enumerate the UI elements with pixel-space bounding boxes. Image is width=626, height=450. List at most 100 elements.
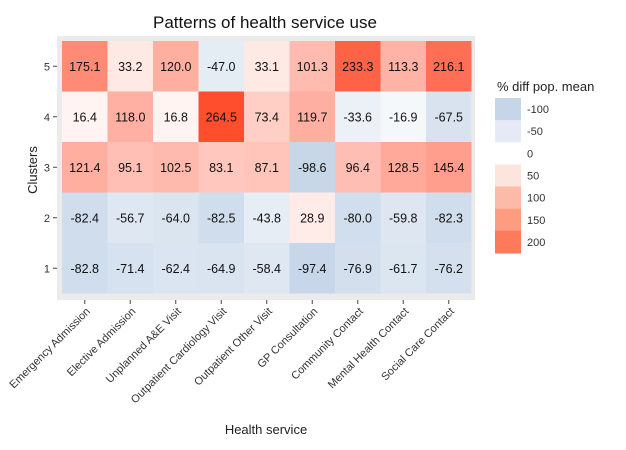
heatmap-cell	[380, 142, 426, 193]
heatmap-cell	[380, 41, 426, 92]
cell-value-label: 264.5	[206, 110, 237, 124]
cell-value-label: 128.5	[388, 161, 419, 175]
cell-value-label: 87.1	[255, 161, 279, 175]
legend-color-swatch	[495, 164, 521, 188]
legend-color-swatch	[495, 186, 521, 210]
heatmap-cell	[198, 91, 244, 142]
cell-value-label: -64.0	[162, 211, 191, 225]
heatmap-cell	[335, 91, 381, 142]
legend: -100 -50 0 50 100 150 200	[495, 98, 549, 254]
cell-value-label: 233.3	[342, 60, 373, 74]
cell-value-label: 16.4	[73, 110, 97, 124]
heatmap-cell	[107, 41, 153, 92]
heatmap-cell	[426, 142, 472, 193]
cell-value-label: -16.9	[389, 110, 418, 124]
x-tick-label: Mental Health Contact	[326, 306, 411, 391]
legend-label: -50	[527, 126, 543, 138]
cell-value-label: -82.8	[71, 262, 100, 276]
heatmap-cell	[335, 41, 381, 92]
heatmap-cell	[107, 243, 153, 294]
legend-color-swatch	[495, 230, 521, 254]
heatmap-cell	[153, 142, 199, 193]
heatmap-cell	[153, 91, 199, 142]
cell-value-label: 118.0	[115, 110, 145, 124]
heatmap-cell	[335, 142, 381, 193]
cell-value-label: 119.7	[297, 110, 327, 124]
heatmap-cell	[198, 243, 244, 294]
heatmap-cell	[289, 41, 335, 92]
heatmap-cell	[107, 142, 153, 193]
cell-value-label: 113.3	[388, 60, 418, 74]
heatmap-cells: -82.8 -71.4 -62.4 -64.9 -58.4 -97.4 -76.9 -61.7…	[62, 41, 472, 294]
legend-label: 50	[527, 171, 539, 183]
cell-value-label: -80.0	[344, 211, 373, 225]
y-tick-label: 1	[44, 263, 50, 275]
heatmap-cell	[335, 243, 381, 294]
cell-value-label: -47.0	[207, 60, 236, 74]
heatmap-cell	[289, 243, 335, 294]
heatmap-cell	[426, 91, 472, 142]
y-tick-label: 3	[44, 162, 50, 174]
cell-value-label: 145.4	[433, 161, 464, 175]
legend-label: 200	[527, 237, 545, 249]
heatmap-cell	[198, 192, 244, 243]
cell-value-label: 16.8	[164, 110, 188, 124]
y-axis-title: Clusters	[25, 146, 40, 194]
cell-value-label: 83.1	[209, 161, 233, 175]
heatmap-cell	[62, 41, 108, 92]
cell-value-label: 101.3	[297, 60, 328, 74]
x-tick-label: Emergency Admission	[7, 306, 92, 391]
x-tick-label: Outpatient Other Visit	[192, 306, 275, 389]
cell-value-label: -76.9	[344, 262, 373, 276]
cell-value-label: 216.1	[433, 60, 464, 74]
heatmap-cell	[289, 142, 335, 193]
heatmap-cell	[153, 243, 199, 294]
heatmap-cell	[62, 142, 108, 193]
legend-label: -100	[527, 104, 549, 116]
heatmap-cell	[244, 41, 290, 92]
cell-value-label: 121.4	[69, 161, 100, 175]
cell-value-label: -61.7	[389, 262, 418, 276]
heatmap-cell	[244, 91, 290, 142]
cell-value-label: -43.8	[253, 211, 282, 225]
heatmap-cell	[244, 243, 290, 294]
legend-label: 100	[527, 193, 545, 205]
heatmap-cell	[426, 192, 472, 243]
cell-value-label: 33.2	[118, 60, 142, 74]
heatmap-cell	[107, 91, 153, 142]
cell-value-label: -98.6	[298, 161, 327, 175]
heatmap-cell	[289, 91, 335, 142]
cell-value-label: 28.9	[300, 211, 324, 225]
heatmap-cell	[244, 142, 290, 193]
heatmap-cell	[289, 192, 335, 243]
cell-value-label: 96.4	[346, 161, 370, 175]
cell-value-label: -59.8	[389, 211, 418, 225]
cell-value-label: 175.1	[69, 60, 100, 74]
cell-value-label: -82.5	[207, 211, 236, 225]
heatmap-cell	[244, 192, 290, 243]
y-tick-label: 2	[44, 213, 50, 225]
heatmap-cell	[198, 41, 244, 92]
heatmap-cell	[380, 243, 426, 294]
legend-label: 0	[527, 148, 533, 160]
cell-value-label: -71.4	[116, 262, 145, 276]
x-tick-label: Unplanned A&E Visit	[104, 306, 184, 386]
heatmap-cell	[426, 41, 472, 92]
heatmap-cell	[380, 192, 426, 243]
heatmap-cell	[380, 91, 426, 142]
heatmap-cell	[153, 41, 199, 92]
legend-title: % diff pop. mean	[497, 79, 594, 94]
heatmap-cell	[426, 243, 472, 294]
x-tick-label: Outpatient Cardiology Visit	[129, 306, 229, 406]
legend-color-swatch	[495, 208, 521, 232]
chart-title: Patterns of health service use	[153, 13, 377, 32]
y-tick-label: 5	[44, 61, 50, 73]
cell-value-label: -76.2	[435, 262, 464, 276]
cell-value-label: -82.3	[435, 211, 464, 225]
cell-value-label: 120.0	[160, 60, 191, 74]
cell-value-label: -56.7	[116, 211, 145, 225]
cell-value-label: 33.1	[255, 60, 279, 74]
heatmap-cell	[198, 142, 244, 193]
